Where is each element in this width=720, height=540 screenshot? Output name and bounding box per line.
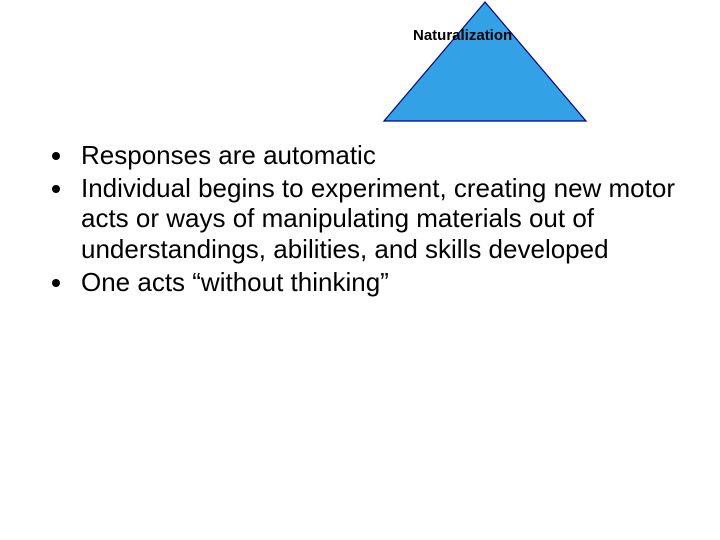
list-item: Responses are automatic [75, 140, 680, 171]
bullet-list: Responses are automatic Individual begin… [45, 140, 680, 299]
triangle-shape [384, 2, 586, 121]
slide: Naturalization Responses are automatic I… [0, 0, 720, 540]
list-item: One acts “without thinking” [75, 267, 680, 298]
triangle-label: Naturalization [413, 27, 512, 44]
triangle-svg [380, 0, 590, 125]
triangle-graphic [380, 0, 590, 125]
list-item: Individual begins to experiment, creatin… [75, 173, 680, 265]
